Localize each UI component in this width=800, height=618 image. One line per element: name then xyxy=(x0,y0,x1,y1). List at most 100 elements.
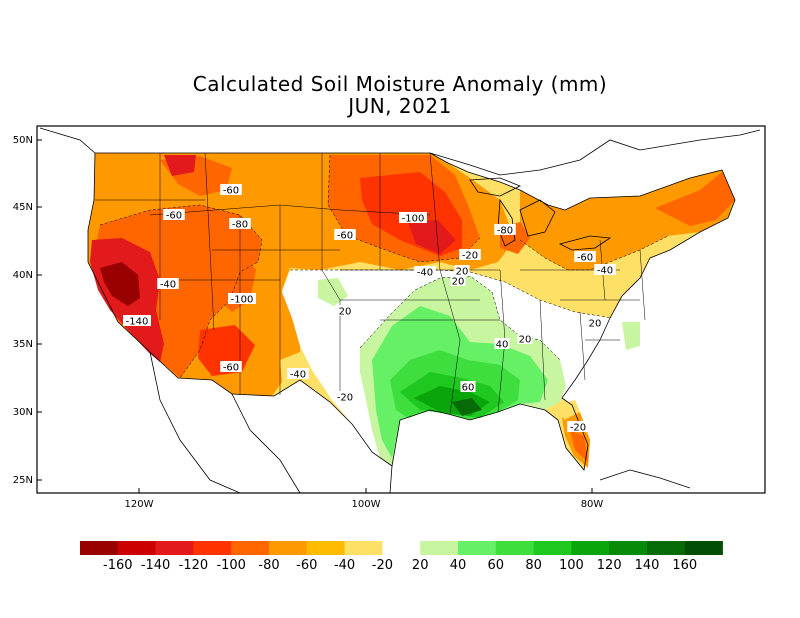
contour-label-text: -60 xyxy=(223,186,239,197)
colorbar-swatch xyxy=(458,541,497,555)
contour-label-text: 20 xyxy=(519,335,532,346)
colorbar-swatch xyxy=(420,541,459,555)
colorbar-label: 100 xyxy=(559,558,584,573)
contour-label: -60 xyxy=(220,184,242,197)
contour-label-text: 20 xyxy=(452,277,465,288)
contour-label-bg xyxy=(334,229,356,240)
contour-label-text: -40 xyxy=(597,266,613,277)
contour-label-bg xyxy=(454,265,470,276)
contour-label-bg xyxy=(399,212,427,223)
lon-label: 120W xyxy=(125,499,154,510)
green-ok xyxy=(318,278,348,306)
colorbar-swatch xyxy=(117,541,156,555)
contour-label-text: -40 xyxy=(417,268,433,279)
darkest-red-california xyxy=(100,262,140,306)
contour-label: 20 xyxy=(517,333,533,346)
colorbar-swatch xyxy=(344,541,383,555)
colorbar-swatch xyxy=(193,541,232,555)
contour-label-text: -20 xyxy=(570,423,586,434)
contour-label: 60 xyxy=(460,381,476,394)
colorbar-label: -80 xyxy=(258,558,279,573)
contour-label-bg xyxy=(123,315,151,326)
colorbar-swatch xyxy=(609,541,648,555)
colorbar-swatch xyxy=(155,541,194,555)
lon-label: 100W xyxy=(352,499,381,510)
lat-label: 35N xyxy=(13,339,33,350)
colorbar-label: 80 xyxy=(525,558,542,573)
contour-label-bg xyxy=(414,266,436,277)
montana-red xyxy=(164,155,196,176)
map-frame xyxy=(36,125,766,494)
contour-label-text: -60 xyxy=(166,211,182,222)
east-neutral xyxy=(612,278,650,320)
contour-label-bg xyxy=(220,361,242,372)
contour-label: -60 xyxy=(220,361,242,374)
contour-label: -100 xyxy=(228,293,256,306)
cuba-outline xyxy=(599,469,691,489)
colorbar-label: -100 xyxy=(216,558,246,573)
contour-label-text: -60 xyxy=(337,231,353,242)
lat-label: 50N xyxy=(13,135,33,146)
northeast-orange xyxy=(520,170,735,270)
colorbar-label: -140 xyxy=(141,558,171,573)
longitude-axis: 120W 100W 80W xyxy=(125,488,603,510)
iowa-red xyxy=(408,220,456,254)
contour-label: -80 xyxy=(229,218,251,231)
canada-outline xyxy=(39,127,761,176)
contour-label-bg xyxy=(163,209,185,220)
contour-label-text: -80 xyxy=(232,220,248,231)
contour-label: 20 xyxy=(450,275,466,288)
colorbar-label: 60 xyxy=(488,558,505,573)
contour-label: -40 xyxy=(594,264,616,277)
new-england-dark xyxy=(655,172,735,226)
lat-label: 45N xyxy=(13,202,33,213)
geographic-outlines xyxy=(39,127,761,493)
contour-label-bg xyxy=(517,333,533,344)
contour-label-text: -80 xyxy=(497,226,513,237)
contour-label-bg xyxy=(587,317,603,328)
colorbar-swatch xyxy=(382,541,421,555)
contour-label-text: -40 xyxy=(290,370,306,381)
colorbar-label: 40 xyxy=(450,558,467,573)
contour-label-bg xyxy=(337,305,353,316)
colorbar-label: 20 xyxy=(412,558,429,573)
contour-label-text: -140 xyxy=(126,317,149,328)
colorbar-swatch xyxy=(269,541,308,555)
contour-label-text: 60 xyxy=(462,383,475,394)
colorbar-label: 160 xyxy=(672,558,697,573)
map-subtitle: JUN, 2021 xyxy=(348,94,452,118)
contour-label-text: -60 xyxy=(577,253,593,264)
great-lakes xyxy=(469,177,612,251)
colorbar-label: 140 xyxy=(635,558,660,573)
anomaly-fields xyxy=(88,153,735,470)
contour-label: 40 xyxy=(494,338,510,351)
contour-label-bg xyxy=(228,293,256,304)
colorbar-label: -40 xyxy=(334,558,355,573)
contour-label-text: 20 xyxy=(456,267,469,278)
contour-label-text: -100 xyxy=(231,295,254,306)
contour-label-text: -60 xyxy=(223,363,239,374)
map-title: Calculated Soil Moisture Anomaly (mm) xyxy=(192,72,608,96)
contour-label: -80 xyxy=(494,224,516,237)
contour-label-bg xyxy=(494,224,516,235)
colorbar-swatch xyxy=(80,541,119,555)
contour-labels: -60 -60 -80 -100 -80 -60 -40 -60 -40 -40 -20 -100 -1… xyxy=(123,184,616,434)
contour-label: -100 xyxy=(399,212,427,225)
colorbar-swatch xyxy=(571,541,610,555)
contour-label: -20 xyxy=(567,421,589,434)
lat-label: 40N xyxy=(13,270,33,281)
colorbar: -160 -140 -120 -100 -80 -60 -40 -20 20 40 60 80 100 1… xyxy=(80,541,723,573)
florida-dark xyxy=(570,430,588,462)
contour-label-text: 20 xyxy=(339,307,352,318)
contour-label: 20 xyxy=(454,265,470,278)
colorbar-swatch xyxy=(684,541,723,555)
contour-label: -40 xyxy=(157,278,179,291)
contour-label-bg xyxy=(567,421,589,432)
contour-label: -20 xyxy=(459,249,481,262)
contour-label-bg xyxy=(157,278,179,289)
colorbar-swatch xyxy=(231,541,270,555)
us-outline xyxy=(87,152,736,471)
green-140 xyxy=(452,398,482,416)
colorbar-swatch xyxy=(306,541,345,555)
contour-label-bg xyxy=(594,264,616,275)
